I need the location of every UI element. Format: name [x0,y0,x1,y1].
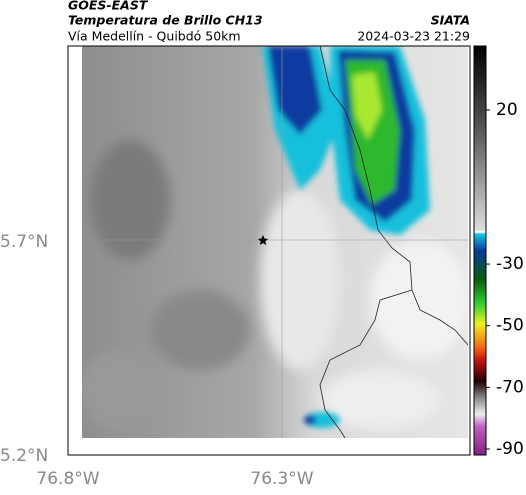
colorbar-tick-label: -50 [496,316,524,336]
map-frame [67,45,471,456]
timestamp: 2024-03-23 21:29 [357,29,470,44]
lon-label: 76.3°W [250,469,313,489]
colorbar-tick-label: -90 [496,439,524,459]
lat-label: 5.7°N [0,232,48,252]
source: GOES-EAST [68,0,149,13]
colorbar-tick-label: -30 [496,254,524,274]
lon-label: 76.8°W [36,469,99,489]
colorbar [473,45,487,456]
satellite-image [82,46,468,438]
colorbar-tick-label: -70 [496,377,524,397]
subtitle: Vía Medellín - Quibdó 50km [68,29,241,44]
location-marker [258,235,268,245]
lat-label: 5.2°N [0,446,48,466]
title: Temperatura de Brillo CH13 [68,13,263,28]
credit: SIATA [431,13,470,28]
colorbar-tick-label: 20 [496,100,518,120]
